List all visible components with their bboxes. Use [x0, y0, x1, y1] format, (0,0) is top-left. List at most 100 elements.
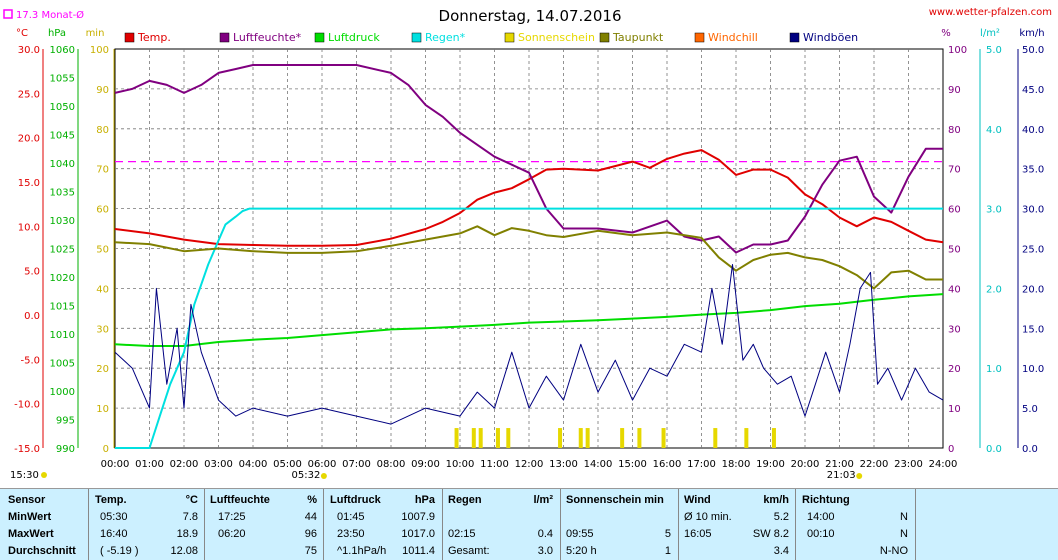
stats-header-label: Luftfeuchte: [210, 494, 270, 506]
stats-cell-time: 16:40: [100, 528, 128, 540]
percent-tick-label: 50: [948, 245, 961, 256]
monthly-avg-marker-icon: [3, 9, 13, 19]
time-tick-label: 02:00: [170, 459, 199, 470]
stats-cell-value: 5: [664, 528, 671, 540]
wind-tick-label: 25.0: [1022, 245, 1044, 256]
sunshine-start-label: 15:30: [10, 470, 39, 481]
stats-cell-value: 1011.4: [402, 545, 435, 557]
time-tick-label: 16:00: [653, 459, 682, 470]
stats-header-label: Sonnenschein min: [566, 494, 664, 506]
stats-cell-time: 14:00: [807, 511, 835, 523]
unit-min: min: [86, 28, 105, 39]
pressure-tick-label: 1020: [50, 273, 75, 284]
minutes-tick-label: 0: [103, 444, 109, 455]
time-tick-label: 15:00: [618, 459, 647, 470]
time-tick-label: 19:00: [756, 459, 785, 470]
legend-label: Luftfeuchte*: [233, 31, 302, 44]
stats-cell-time: Gesamt:: [448, 545, 490, 557]
monthly-avg-label: 17.3 Monat-Ø: [16, 9, 84, 21]
wind-tick-label: 15.0: [1022, 324, 1044, 335]
temp-tick-label: 10.0: [18, 222, 40, 233]
stats-row-label: MinWert: [8, 511, 52, 523]
time-tick-label: 12:00: [515, 459, 544, 470]
sunshine-bar: [744, 428, 749, 448]
pressure-tick-label: 1045: [50, 131, 75, 142]
wind-tick-label: 0.0: [1022, 444, 1038, 455]
sunrise-sun-icon: [320, 473, 327, 479]
wind-tick-label: 20.0: [1022, 284, 1044, 295]
pressure-tick-label: 1050: [50, 102, 75, 113]
time-tick-label: 03:00: [204, 459, 233, 470]
temp-tick-label: -15.0: [14, 444, 40, 455]
time-tick-label: 07:00: [342, 459, 371, 470]
stats-column-divider: [560, 489, 561, 560]
rain-tick-label: 5.0: [986, 45, 1002, 56]
stats-cell-time: ^1.1hPa/h: [337, 545, 387, 557]
pressure-tick-label: 990: [56, 444, 75, 455]
stats-column-divider: [915, 489, 916, 560]
sunshine-bar: [585, 428, 590, 448]
stats-cell-value: 0.4: [537, 528, 553, 540]
sunshine-bar: [578, 428, 583, 448]
stats-header-label: Luftdruck: [330, 494, 381, 506]
sunshine-bar: [478, 428, 483, 448]
time-tick-label: 00:00: [101, 459, 130, 470]
time-tick-label: 23:00: [894, 459, 923, 470]
stats-cell-time: 05:30: [100, 511, 128, 523]
unit-percent: %: [941, 28, 951, 39]
percent-tick-label: 20: [948, 364, 961, 375]
stats-cell-value: N: [900, 511, 908, 523]
sunshine-bar: [454, 428, 459, 448]
stats-cell-value: 7.8: [182, 511, 198, 523]
percent-tick-label: 80: [948, 125, 961, 136]
rain-tick-label: 4.0: [986, 125, 1002, 136]
wind-tick-label: 45.0: [1022, 85, 1044, 96]
percent-tick-label: 90: [948, 85, 961, 96]
time-tick-label: 17:00: [687, 459, 716, 470]
minutes-tick-label: 10: [96, 404, 109, 415]
stats-cell-value: N: [900, 528, 908, 540]
stats-cell-value: 44: [304, 511, 317, 523]
stats-header-unit: hPa: [414, 494, 435, 506]
sunshine-bar: [637, 428, 642, 448]
sunshine-bar: [506, 428, 511, 448]
stats-cell-time: 5:20 h: [566, 545, 597, 557]
sunshine-bar: [713, 428, 718, 448]
stats-column-divider: [442, 489, 443, 560]
wind-tick-label: 50.0: [1022, 45, 1044, 56]
stats-cell-time: 01:45: [337, 511, 365, 523]
temp-tick-label: 20.0: [18, 134, 40, 145]
temp-tick-label: 30.0: [18, 45, 40, 56]
pressure-tick-label: 1005: [50, 359, 75, 370]
legend-swatch: [789, 32, 800, 43]
stats-header-unit: l/m²: [533, 494, 553, 506]
time-tick-label: 14:00: [584, 459, 613, 470]
time-tick-label: 22:00: [860, 459, 889, 470]
pressure-tick-label: 1015: [50, 302, 75, 313]
stats-cell-time: 09:55: [566, 528, 594, 540]
wind-tick-label: 5.0: [1022, 404, 1038, 415]
sunshine-start-sun-icon: [41, 472, 47, 478]
minutes-tick-label: 80: [96, 125, 109, 136]
minutes-tick-label: 60: [96, 205, 109, 216]
stats-cell-value: 96: [304, 528, 317, 540]
stats-cell-time: 06:20: [218, 528, 246, 540]
weather-chart: Donnerstag, 14.07.2016 www.wetter-pfalze…: [3, 7, 1052, 481]
percent-tick-label: 60: [948, 205, 961, 216]
percent-tick-label: 30: [948, 324, 961, 335]
time-tick-label: 13:00: [549, 459, 578, 470]
minutes-tick-label: 50: [96, 245, 109, 256]
pressure-tick-label: 1000: [50, 387, 75, 398]
minutes-tick-label: 100: [90, 45, 109, 56]
temp-tick-label: 5.0: [24, 267, 40, 278]
stats-header-label: Wind: [684, 494, 711, 506]
pressure-tick-label: 1055: [50, 74, 75, 85]
minutes-tick-label: 90: [96, 85, 109, 96]
stats-column-divider: [204, 489, 205, 560]
stats-cell-time: 17:25: [218, 511, 246, 523]
stats-cell-value: 3.0: [537, 545, 553, 557]
sunshine-bar: [471, 428, 476, 448]
chart-title: Donnerstag, 14.07.2016: [439, 7, 622, 25]
minutes-tick-label: 70: [96, 165, 109, 176]
minutes-tick-label: 30: [96, 324, 109, 335]
